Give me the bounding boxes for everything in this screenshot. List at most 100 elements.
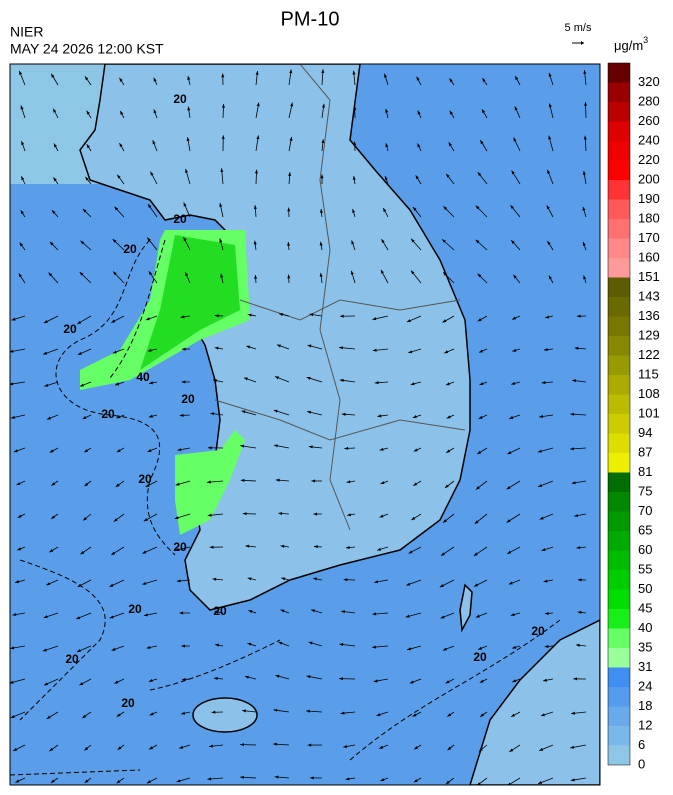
wind-arrowhead [479, 349, 484, 353]
wind-arrowhead [256, 135, 260, 140]
wind-arrowhead [511, 713, 516, 717]
wind-arrowhead [49, 747, 54, 752]
wind-arrowhead [176, 779, 181, 783]
wind-arrowhead [10, 382, 14, 386]
wind-arrowhead [538, 483, 543, 487]
wind-arrowhead [175, 482, 180, 486]
wind-arrowhead [290, 102, 294, 107]
wind-arrowhead [319, 208, 324, 213]
wind-arrowhead [444, 350, 449, 354]
map: 20 20 20 20 20 20 20 20 20 20 20 20 20 20 40 [10, 64, 600, 785]
wind-arrowhead [207, 446, 212, 450]
wind-arrowhead [541, 548, 546, 551]
wind-arrowhead [119, 143, 123, 148]
wind-arrowhead [582, 241, 586, 246]
wind-arrowhead [343, 578, 348, 582]
wind-arrowhead [187, 106, 191, 111]
wind-arrowhead [113, 271, 117, 276]
wind-arrowhead [544, 644, 549, 648]
wind-arrowhead [254, 169, 259, 174]
wind-arrowhead [275, 478, 280, 482]
wind-arrowhead [341, 412, 346, 416]
wind-arrowhead [442, 319, 447, 323]
wind-arrowhead [308, 445, 313, 449]
wind-arrowhead [273, 409, 278, 413]
wind-arrowhead [12, 612, 17, 617]
wind-arrowhead [339, 314, 344, 318]
wind-arrowhead [212, 577, 217, 581]
wind-arrowhead [287, 241, 291, 246]
wind-arrowhead [116, 779, 121, 784]
contour-label: 20 [123, 242, 137, 256]
colorbar-label: 35 [638, 639, 652, 654]
wind-arrowhead [414, 746, 419, 750]
colorbar-label: 220 [638, 152, 660, 167]
wind-arrowhead [539, 414, 544, 419]
wind-arrowhead [313, 512, 318, 516]
wind-arrowhead [207, 480, 211, 484]
wind-arrowhead [314, 545, 318, 549]
wind-arrowhead [112, 350, 117, 354]
colorbar-label: 143 [638, 288, 660, 303]
wind-arrowhead [406, 319, 411, 322]
colorbar-label: 200 [638, 171, 660, 186]
wind-arrowhead [482, 78, 486, 82]
wind-arrowhead [583, 275, 587, 280]
wind-arrowhead [478, 415, 483, 419]
wind-arrowhead [575, 643, 580, 647]
wind-arrowhead [473, 552, 478, 556]
wind-arrowhead [114, 680, 119, 684]
wind-arrowhead [443, 519, 447, 523]
contour-label: 20 [173, 212, 187, 226]
wind-arrowhead [547, 240, 551, 245]
wind-arrowhead [48, 272, 53, 277]
wind-arrowhead [512, 645, 517, 649]
colorbar-segment [608, 706, 630, 726]
wind-arrowhead [253, 240, 257, 245]
colorbar-label: 190 [638, 191, 660, 206]
wind-arrowhead [405, 614, 410, 618]
wind-arrowhead [146, 780, 151, 784]
wind-arrowhead [148, 678, 153, 682]
wind-arrowhead [11, 415, 15, 419]
wind-arrowhead [276, 344, 281, 348]
wind-arrowhead [448, 142, 452, 147]
wind-arrowhead [11, 317, 16, 321]
wind-arrowhead [321, 69, 325, 73]
wind-arrowhead [475, 205, 480, 210]
colorbar-segment [608, 667, 630, 687]
wind-arrowhead [376, 712, 381, 716]
wind-arrowhead [477, 782, 481, 785]
wind-arrowhead [10, 680, 14, 684]
wind-arrowhead [182, 677, 186, 681]
wind-arrowhead [84, 482, 89, 487]
wind-arrowhead [19, 70, 23, 75]
datetime: MAY 24 2026 12:00 KST [10, 41, 164, 57]
wind-arrowhead [506, 485, 511, 490]
province-border [214, 64, 466, 531]
colorbar-segment [608, 394, 630, 414]
colorbar-label: 280 [638, 93, 660, 108]
colorbar-label: 129 [638, 327, 660, 342]
wind-arrowhead [413, 779, 418, 783]
wind-arrowhead [289, 69, 293, 74]
wind-arrowhead [209, 744, 213, 748]
wind-arrowhead [344, 446, 349, 450]
wind-arrowhead [309, 313, 314, 317]
wind-arrowhead [179, 611, 184, 615]
wind-arrowhead [10, 349, 14, 353]
wind-arrowhead [219, 238, 223, 243]
colorbar-segment [608, 121, 630, 141]
colorbar-segment [608, 492, 630, 512]
wind-arrowhead [377, 547, 382, 551]
wind-arrowhead [51, 482, 56, 486]
wind-arrowhead [214, 314, 219, 318]
wind-arrowhead [571, 711, 575, 715]
wind-arrowhead [406, 582, 411, 586]
wind-arrowhead [17, 514, 22, 518]
wind-arrowhead [17, 547, 22, 551]
wind-arrowhead [86, 110, 90, 115]
wind-arrowhead [149, 381, 153, 385]
wind-arrowhead [280, 544, 285, 548]
wind-arrowhead [442, 647, 447, 651]
